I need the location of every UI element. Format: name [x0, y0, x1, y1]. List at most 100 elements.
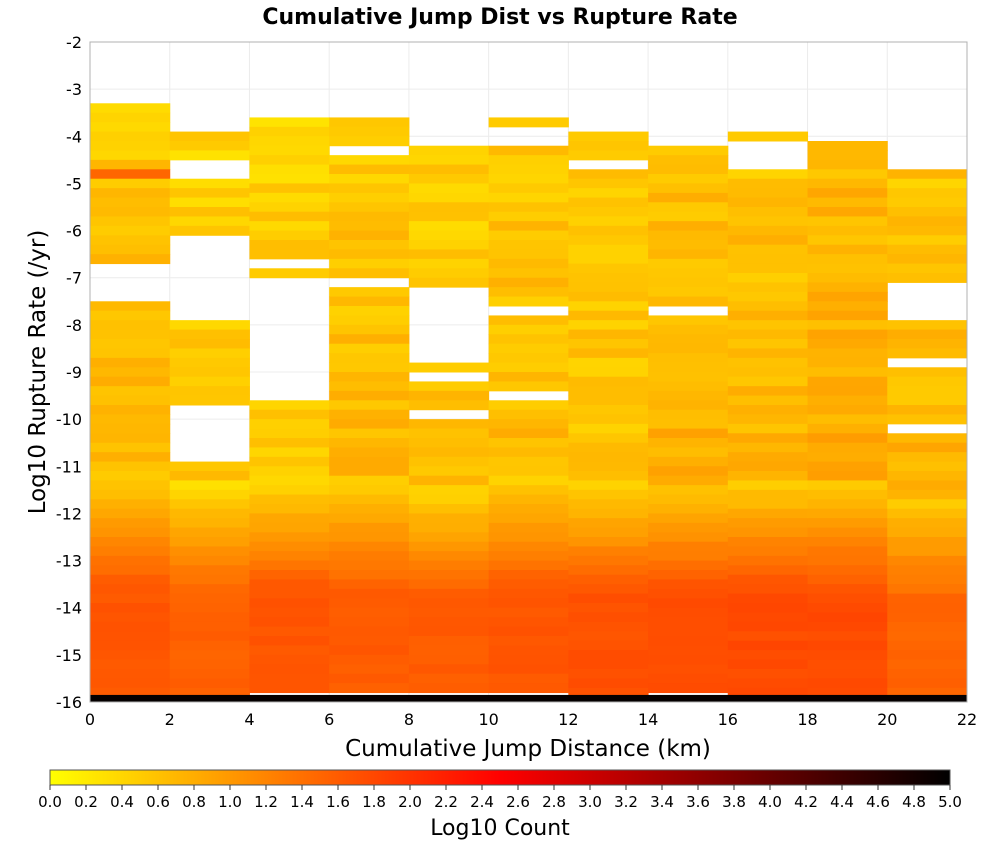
- heatmap-cell: [408, 202, 490, 213]
- y-axis-label: Log10 Rupture Rate (/yr): [25, 230, 51, 515]
- heatmap-cell: [887, 414, 968, 425]
- colorbar-tick-label: 3.2: [614, 793, 638, 811]
- colorbar-tick-label: 2.2: [434, 793, 458, 811]
- heatmap-cell: [727, 197, 809, 208]
- heatmap-cell: [568, 282, 649, 293]
- heatmap-cell: [90, 423, 171, 434]
- heatmap-cell: [568, 263, 649, 274]
- heatmap-cell: [90, 499, 171, 510]
- x-tick-label: 20: [877, 710, 897, 729]
- x-tick-label: 0: [85, 710, 95, 729]
- heatmap-cell: [727, 574, 809, 585]
- heatmap-cell: [887, 593, 968, 604]
- heatmap-cell: [329, 353, 410, 364]
- heatmap-cell: [90, 555, 171, 566]
- heatmap-cell: [488, 466, 569, 477]
- heatmap-cell: [488, 192, 569, 203]
- heatmap-cell: [568, 197, 649, 208]
- heatmap-cell: [408, 579, 490, 590]
- heatmap-cell: [727, 499, 809, 510]
- heatmap-cell: [90, 376, 171, 387]
- heatmap-cell: [90, 141, 171, 151]
- heatmap-cell: [887, 527, 968, 538]
- heatmap-cell: [807, 348, 888, 359]
- heatmap-cell: [648, 645, 729, 656]
- heatmap-cell: [90, 357, 171, 368]
- heatmap-cell: [568, 518, 649, 529]
- heatmap-cell: [488, 683, 569, 694]
- heatmap-cell: [727, 489, 809, 500]
- heatmap-cell: [727, 188, 809, 199]
- heatmap-cell: [807, 574, 888, 585]
- heatmap-cell: [727, 565, 809, 576]
- colorbar-tick-label: 4.4: [830, 793, 854, 811]
- heatmap-cell: [408, 485, 490, 496]
- heatmap-cell: [488, 485, 569, 496]
- colorbar-tick-label: 1.2: [254, 793, 278, 811]
- heatmap-cell: [90, 244, 171, 255]
- heatmap-cell: [169, 489, 250, 500]
- heatmap-cell: [90, 631, 171, 642]
- heatmap-cell: [90, 659, 171, 670]
- heatmap-cell: [887, 216, 968, 227]
- heatmap-cell: [887, 395, 968, 406]
- heatmap-cell: [568, 593, 649, 604]
- heatmap-cell: [807, 659, 888, 670]
- heatmap-cell: [727, 405, 809, 415]
- heatmap-cell: [488, 636, 569, 646]
- heatmap-cell: [488, 654, 569, 665]
- heatmap-cell: [648, 551, 729, 562]
- heatmap-cell: [568, 386, 649, 397]
- heatmap-cell: [887, 263, 968, 274]
- heatmap-cell: [568, 367, 649, 378]
- heatmap-cell: [488, 277, 569, 288]
- heatmap-cell: [887, 452, 968, 463]
- heatmap-cell: [90, 537, 171, 547]
- heatmap-cell: [408, 598, 490, 609]
- heatmap-cell: [488, 551, 569, 562]
- colorbar-tick-label: 4.8: [902, 793, 926, 811]
- heatmap-cell: [329, 126, 410, 137]
- heatmap-cell: [568, 301, 649, 312]
- heatmap-cell: [329, 183, 410, 194]
- heatmap-cell: [568, 631, 649, 642]
- heatmap-cell: [568, 659, 649, 670]
- heatmap-cell: [727, 367, 809, 378]
- heatmap-cell: [249, 551, 330, 562]
- heatmap-cell: [249, 664, 330, 675]
- heatmap-cell: [648, 343, 729, 354]
- heatmap-cell: [887, 376, 968, 387]
- heatmap-cell: [488, 645, 569, 656]
- heatmap-cell: [887, 169, 968, 180]
- heatmap-cell: [648, 532, 729, 543]
- heatmap-cell: [568, 546, 649, 557]
- heatmap-cell: [727, 263, 809, 274]
- heatmap-cell: [568, 141, 649, 151]
- heatmap-cell: [727, 329, 809, 340]
- heatmap-cell: [727, 621, 809, 632]
- heatmap-cell: [249, 174, 330, 184]
- heatmap-cell: [408, 617, 490, 628]
- heatmap-cell: [329, 409, 410, 420]
- heatmap-cell: [648, 381, 729, 392]
- heatmap-cell: [329, 428, 410, 439]
- heatmap-cell: [568, 621, 649, 632]
- heatmap-cell: [807, 640, 888, 651]
- heatmap-cell: [488, 560, 569, 571]
- heatmap-cell: [648, 230, 729, 241]
- heatmap-cell: [648, 522, 729, 533]
- heatmap-cell: [488, 504, 569, 514]
- heatmap-cell: [90, 621, 171, 632]
- heatmap-cell: [329, 438, 410, 448]
- heatmap-cell: [727, 386, 809, 397]
- heatmap-cell: [249, 560, 330, 571]
- heatmap-cell: [249, 570, 330, 580]
- heatmap-cell: [169, 386, 250, 397]
- heatmap-cell: [408, 541, 490, 552]
- heatmap-cell: [249, 485, 330, 496]
- heatmap-cell: [887, 650, 968, 661]
- heatmap-cell: [568, 565, 649, 576]
- heatmap-cell: [648, 324, 729, 335]
- heatmap-cell: [488, 183, 569, 194]
- heatmap-cell: [90, 687, 171, 698]
